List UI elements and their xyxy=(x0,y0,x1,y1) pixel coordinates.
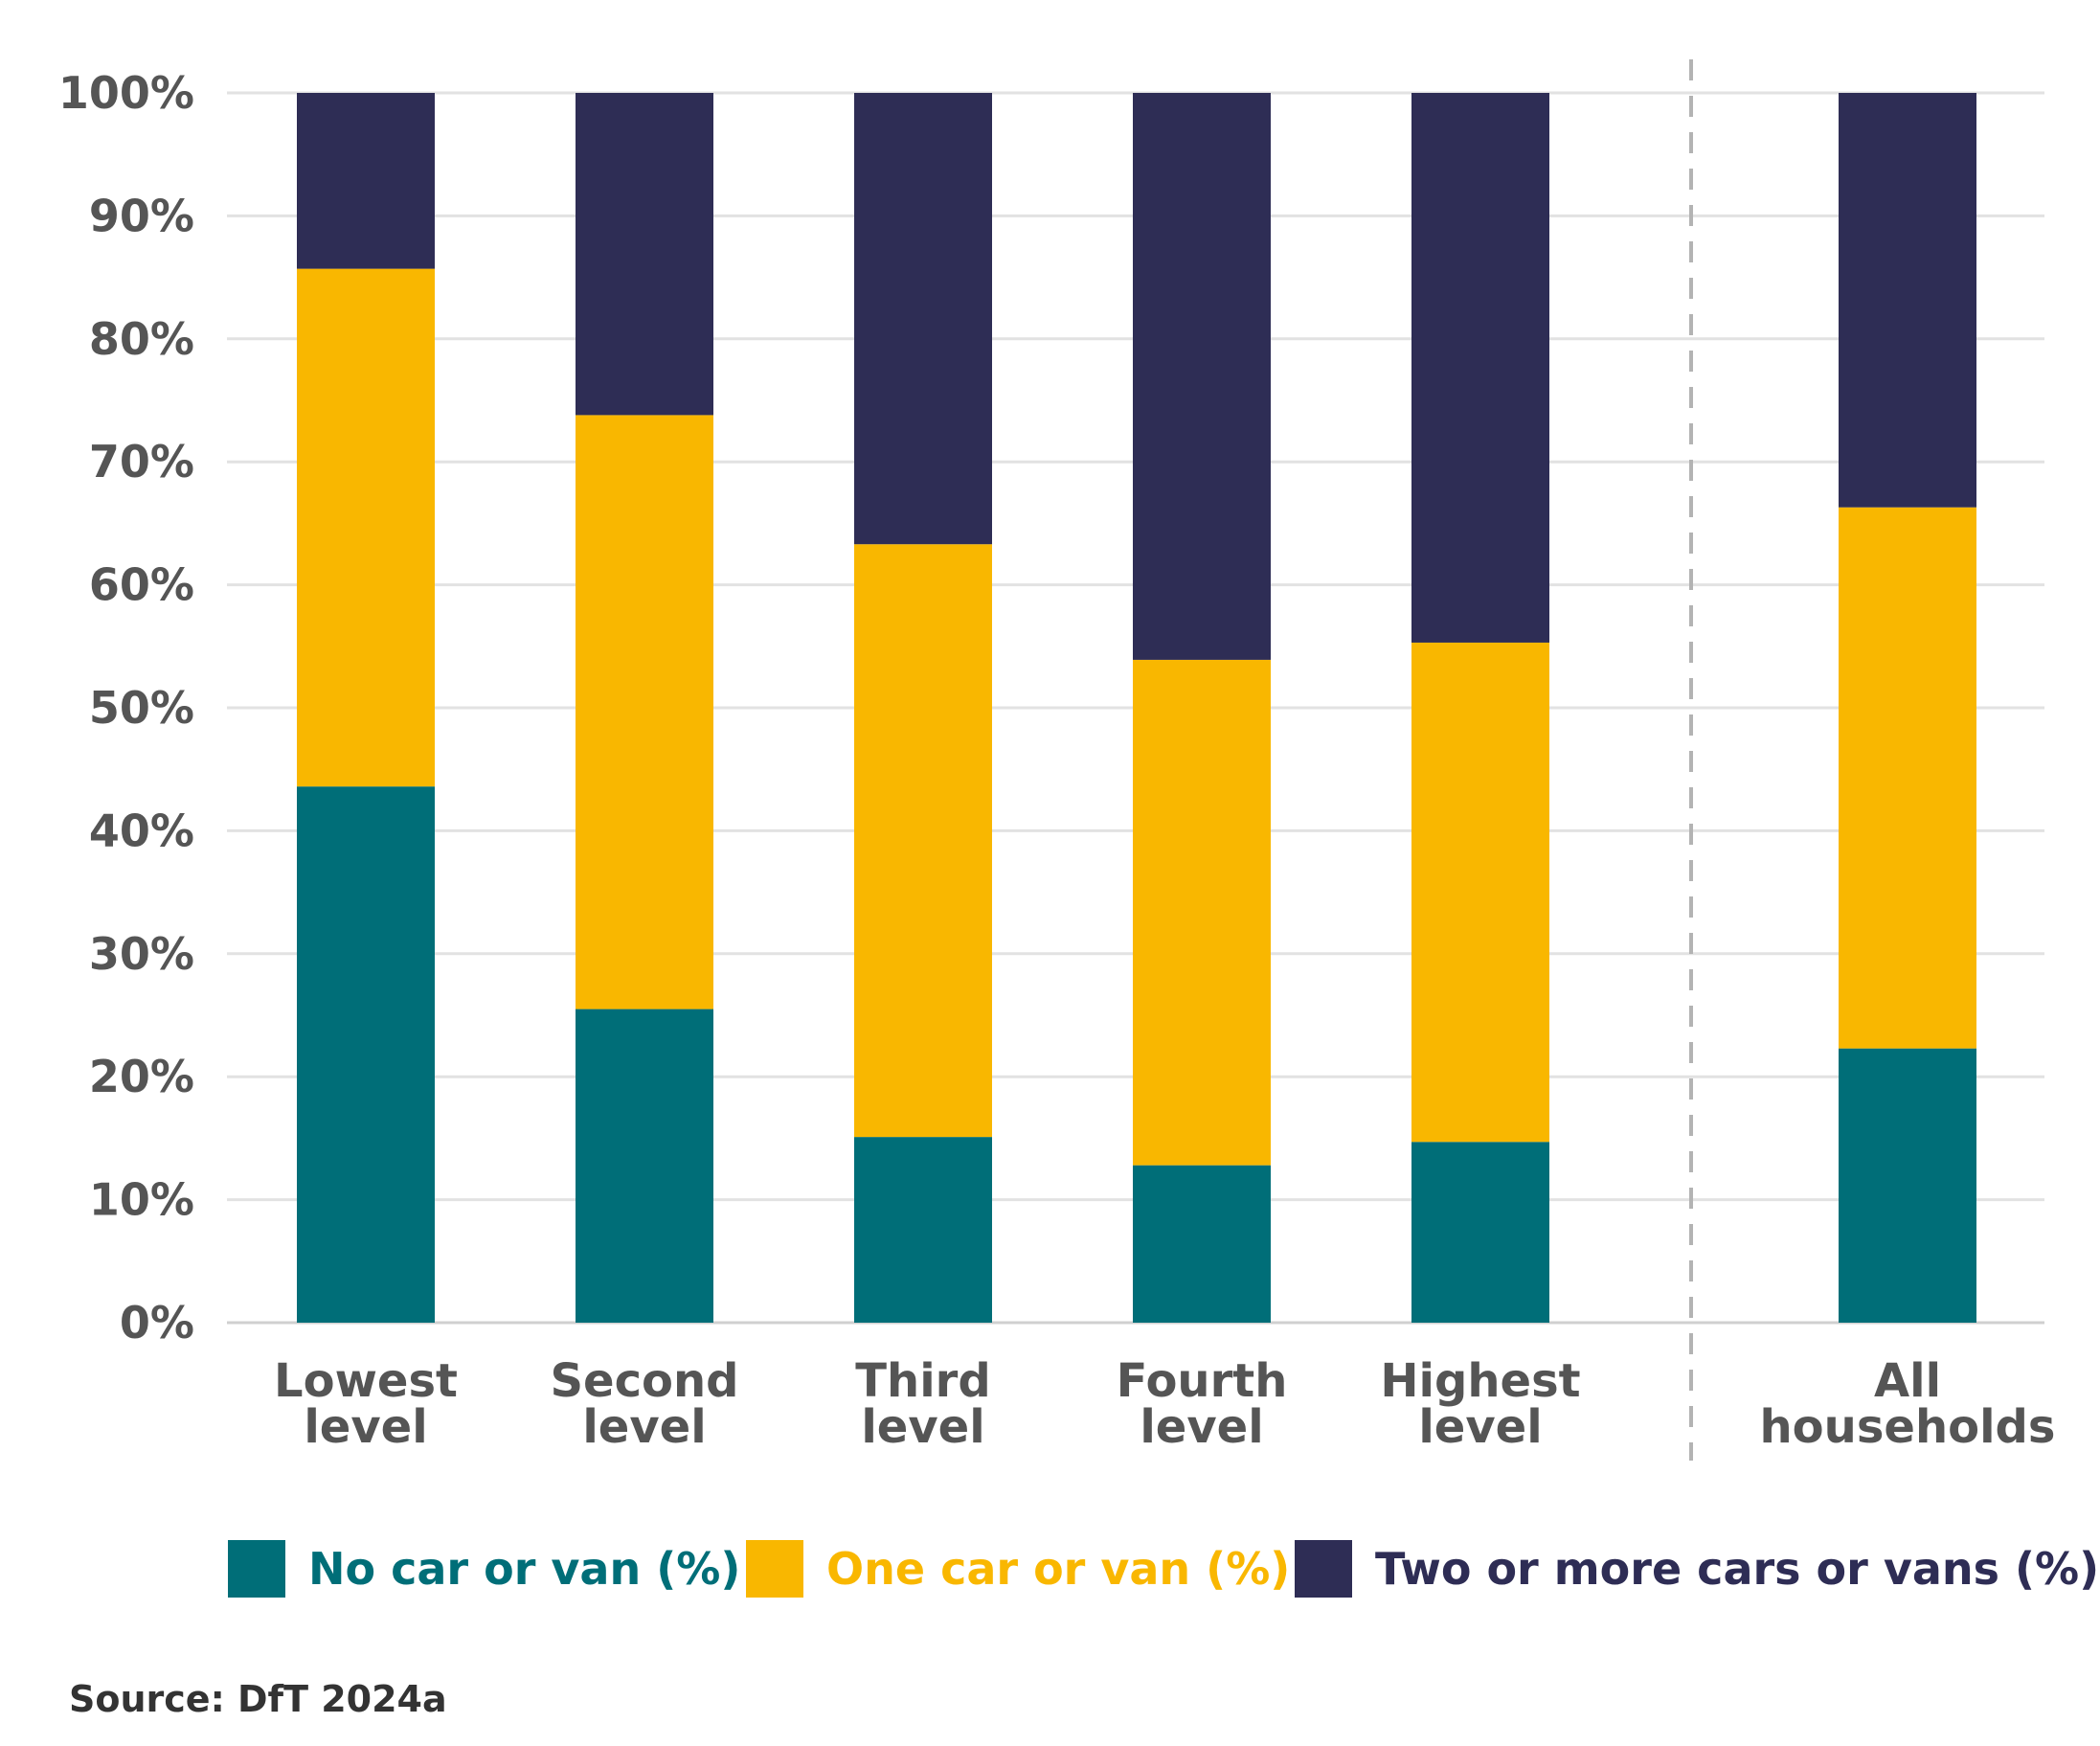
legend-swatch xyxy=(228,1540,285,1598)
category-label: households xyxy=(1760,1400,2056,1454)
y-tick-label: 30% xyxy=(89,928,194,980)
bar-segment xyxy=(1839,93,1976,508)
category-label: Fourth xyxy=(1117,1354,1288,1408)
category-label: level xyxy=(1140,1400,1263,1454)
bar-segment xyxy=(1411,1142,1549,1323)
y-tick-label: 90% xyxy=(89,190,194,241)
legend-label: No car or van (%) xyxy=(308,1543,740,1595)
bar-segment xyxy=(1839,507,1976,1049)
bar-segment xyxy=(854,544,992,1138)
y-axis-ticks: 0% 10% 20% 30% 40% 50% 60% 70% 80% 90% 100% xyxy=(58,67,194,1349)
bar-segment xyxy=(1411,642,1549,1143)
y-tick-label: 40% xyxy=(89,805,194,856)
y-tick-label: 50% xyxy=(89,682,194,734)
y-tick-label: 80% xyxy=(89,313,194,365)
y-tick-label: 100% xyxy=(58,67,194,119)
bar-segment xyxy=(854,93,992,545)
legend-label: Two or more cars or vans (%) xyxy=(1375,1543,2099,1595)
bar-segment xyxy=(297,786,435,1323)
category-label: level xyxy=(861,1400,984,1454)
bar-segment xyxy=(297,268,435,787)
bar-segment xyxy=(1839,1048,1976,1323)
category-label: Lowest xyxy=(274,1354,458,1408)
source-note: Source: DfT 2024a xyxy=(69,1678,447,1720)
category-label: level xyxy=(1418,1400,1542,1454)
bar-segment xyxy=(1133,659,1271,1166)
bar-segment xyxy=(576,415,713,1009)
y-tick-label: 70% xyxy=(89,436,194,488)
bar-segment xyxy=(576,1009,713,1323)
category-label: level xyxy=(582,1400,706,1454)
bar-segment xyxy=(1411,93,1549,643)
y-tick-label: 10% xyxy=(89,1174,194,1226)
legend-swatch xyxy=(746,1540,803,1598)
x-axis-labels: LowestlevelSecondlevelThirdlevelFourthle… xyxy=(274,1354,2055,1454)
legend-swatch xyxy=(1295,1540,1352,1598)
bar-segment xyxy=(576,93,713,416)
category-label: All xyxy=(1874,1354,1941,1408)
y-tick-label: 0% xyxy=(120,1297,194,1349)
bar-segment xyxy=(1133,1165,1271,1323)
category-label: Highest xyxy=(1380,1354,1580,1408)
y-tick-label: 60% xyxy=(89,559,194,611)
category-label: Second xyxy=(550,1354,738,1408)
bar-segment xyxy=(297,93,435,269)
y-tick-label: 20% xyxy=(89,1051,194,1102)
bar-segment xyxy=(854,1137,992,1323)
category-label: level xyxy=(304,1400,427,1454)
legend: No car or van (%) One car or van (%) Two o… xyxy=(228,1540,2099,1598)
bars xyxy=(297,93,1976,1323)
category-label: Third xyxy=(855,1354,990,1408)
bar-segment xyxy=(1133,93,1271,660)
legend-label: One car or van (%) xyxy=(826,1543,1290,1595)
